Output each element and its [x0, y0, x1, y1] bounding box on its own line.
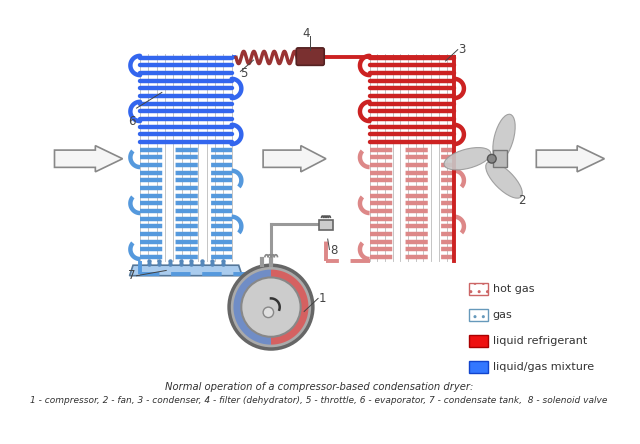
Text: 4: 4 — [302, 28, 310, 40]
Circle shape — [241, 278, 301, 337]
Bar — [469, 335, 488, 347]
Text: 6: 6 — [128, 115, 136, 128]
Text: gas: gas — [493, 310, 513, 320]
Bar — [469, 283, 488, 295]
Text: 1 - compressor, 2 - fan, 3 - condenser, 4 - filter (dehydrator), 5 - throttle, 6: 1 - compressor, 2 - fan, 3 - condenser, … — [30, 396, 607, 405]
Text: Normal operation of a compressor-based condensation dryer:: Normal operation of a compressor-based c… — [164, 382, 473, 392]
Text: 1: 1 — [319, 292, 326, 305]
Text: 5: 5 — [241, 67, 248, 79]
Text: liquid refrigerant: liquid refrigerant — [493, 336, 587, 346]
Polygon shape — [536, 146, 604, 172]
Text: 8: 8 — [330, 244, 338, 257]
Ellipse shape — [493, 114, 515, 161]
Text: liquid/gas mixture: liquid/gas mixture — [493, 362, 594, 373]
Text: 3: 3 — [459, 43, 466, 56]
Circle shape — [263, 307, 273, 317]
Polygon shape — [263, 146, 326, 172]
FancyBboxPatch shape — [296, 48, 324, 65]
Circle shape — [229, 265, 313, 349]
Ellipse shape — [486, 162, 522, 198]
Text: hot gas: hot gas — [493, 284, 534, 294]
Text: 2: 2 — [518, 194, 525, 207]
Bar — [469, 309, 488, 321]
Text: 7: 7 — [128, 269, 136, 282]
Polygon shape — [129, 265, 242, 276]
Bar — [319, 220, 333, 230]
Polygon shape — [54, 146, 123, 172]
Ellipse shape — [444, 147, 491, 170]
Polygon shape — [271, 270, 308, 345]
Polygon shape — [234, 270, 271, 345]
Bar — [493, 150, 507, 167]
Bar — [469, 361, 488, 373]
Circle shape — [488, 155, 496, 163]
